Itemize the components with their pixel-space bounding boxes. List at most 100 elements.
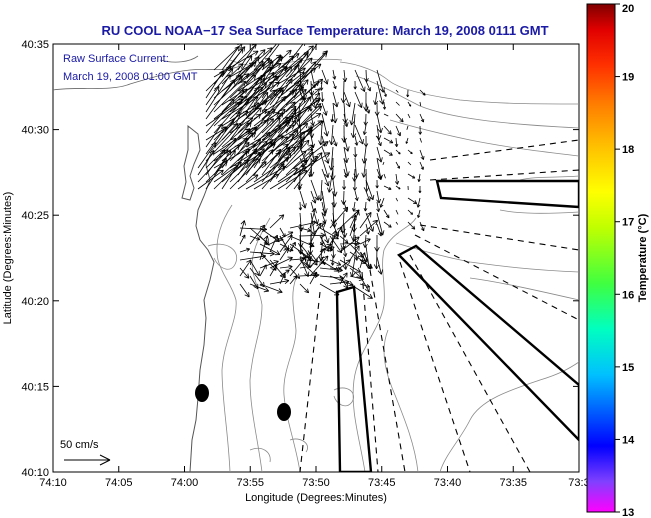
current-vector bbox=[269, 78, 293, 113]
current-vector bbox=[237, 174, 259, 190]
current-vector bbox=[205, 86, 220, 106]
current-vector bbox=[395, 113, 404, 123]
current-vector bbox=[349, 283, 373, 299]
current-vector bbox=[205, 122, 242, 162]
current-vector bbox=[350, 113, 357, 138]
current-vector bbox=[221, 74, 257, 113]
current-vector bbox=[205, 70, 225, 99]
current-vector bbox=[299, 157, 305, 168]
current-vector bbox=[197, 169, 224, 190]
current-vector bbox=[376, 168, 382, 180]
current-vector bbox=[352, 201, 356, 212]
current-vector bbox=[376, 256, 384, 275]
raritan-bay-shore bbox=[53, 65, 241, 91]
current-vector bbox=[289, 235, 315, 248]
current-vector bbox=[383, 209, 390, 219]
shore-detail bbox=[159, 55, 199, 63]
current-vector bbox=[259, 283, 283, 294]
current-vector bbox=[229, 148, 265, 183]
current-vector bbox=[237, 44, 257, 71]
current-vector bbox=[319, 283, 340, 296]
current-vector bbox=[376, 190, 381, 204]
current-vector bbox=[277, 67, 317, 99]
current-vector bbox=[269, 214, 285, 229]
colorbar-tick-label: 18 bbox=[622, 144, 634, 156]
y-axis-label: Latitude (Degrees:Minutes) bbox=[2, 192, 14, 325]
current-vector bbox=[329, 206, 349, 229]
current-vector bbox=[259, 235, 268, 245]
current-vector bbox=[329, 235, 343, 254]
x-axis-label: Longitude (Degrees:Minutes) bbox=[245, 492, 387, 504]
current-vector bbox=[310, 69, 317, 88]
annotation-line-2: March 19, 2008 01:00 GMT bbox=[63, 71, 198, 83]
current-vector bbox=[376, 201, 381, 212]
current-vector bbox=[299, 283, 310, 294]
current-vector bbox=[417, 173, 421, 182]
current-vector bbox=[379, 197, 385, 208]
current-vector bbox=[407, 101, 412, 107]
current-vector bbox=[293, 152, 323, 190]
current-vector bbox=[383, 113, 389, 117]
current-vector bbox=[354, 124, 364, 145]
current-vector bbox=[245, 119, 269, 141]
current-vector bbox=[310, 135, 316, 149]
current-vector bbox=[339, 259, 351, 269]
current-vector bbox=[375, 179, 379, 189]
current-vector bbox=[249, 259, 260, 277]
current-vector bbox=[407, 173, 416, 179]
current-vector bbox=[332, 80, 337, 90]
current-vector bbox=[299, 232, 326, 239]
colorbar bbox=[586, 3, 616, 513]
current-vector bbox=[383, 221, 392, 228]
current-vector bbox=[339, 272, 348, 285]
current-vector bbox=[382, 161, 385, 165]
current-vector bbox=[245, 112, 280, 134]
current-vector bbox=[365, 179, 375, 201]
current-vector bbox=[310, 190, 317, 204]
current-vector bbox=[349, 102, 356, 126]
current-vector bbox=[419, 221, 425, 232]
colorbar-tick-label: 13 bbox=[622, 507, 634, 518]
current-vector bbox=[293, 44, 318, 78]
current-vector bbox=[329, 230, 338, 253]
current-vector bbox=[353, 245, 360, 261]
x-tick-label: 74:10 bbox=[39, 477, 67, 489]
current-vector bbox=[205, 126, 227, 155]
current-vector bbox=[229, 64, 265, 99]
current-vector bbox=[330, 113, 334, 123]
current-vector bbox=[253, 80, 274, 106]
current-vector bbox=[261, 147, 290, 183]
current-vector bbox=[249, 267, 265, 288]
current-vector bbox=[298, 201, 303, 211]
current-vector bbox=[359, 238, 371, 245]
current-vector bbox=[319, 80, 324, 91]
current-vector bbox=[353, 146, 358, 158]
current-vector bbox=[299, 227, 312, 233]
current-vector bbox=[353, 157, 359, 179]
current-vector bbox=[309, 222, 322, 245]
current-vector bbox=[343, 245, 348, 257]
current-vector bbox=[339, 235, 349, 244]
current-vector bbox=[359, 283, 370, 288]
colorbar-tick-label: 17 bbox=[622, 217, 634, 229]
current-vector bbox=[309, 102, 313, 112]
current-vector bbox=[205, 74, 231, 113]
current-vector bbox=[285, 52, 309, 78]
current-vector bbox=[383, 89, 387, 97]
current-vector bbox=[416, 197, 421, 208]
current-vector bbox=[329, 226, 343, 245]
current-vector bbox=[419, 113, 425, 123]
y-tick-label: 40:15 bbox=[21, 381, 49, 393]
current-vector bbox=[289, 275, 298, 285]
y-tick-label: 40:20 bbox=[21, 296, 49, 308]
current-vector bbox=[321, 102, 328, 116]
annotation-line-1: Raw Surface Current: bbox=[63, 53, 169, 65]
current-vector bbox=[363, 135, 369, 148]
current-vector bbox=[269, 58, 304, 85]
current-vector bbox=[309, 124, 315, 138]
current-vector bbox=[221, 159, 250, 183]
current-vector bbox=[349, 245, 360, 261]
colorbar-tick-label: 16 bbox=[622, 289, 634, 301]
current-vector bbox=[296, 113, 303, 128]
current-vector bbox=[394, 137, 399, 147]
